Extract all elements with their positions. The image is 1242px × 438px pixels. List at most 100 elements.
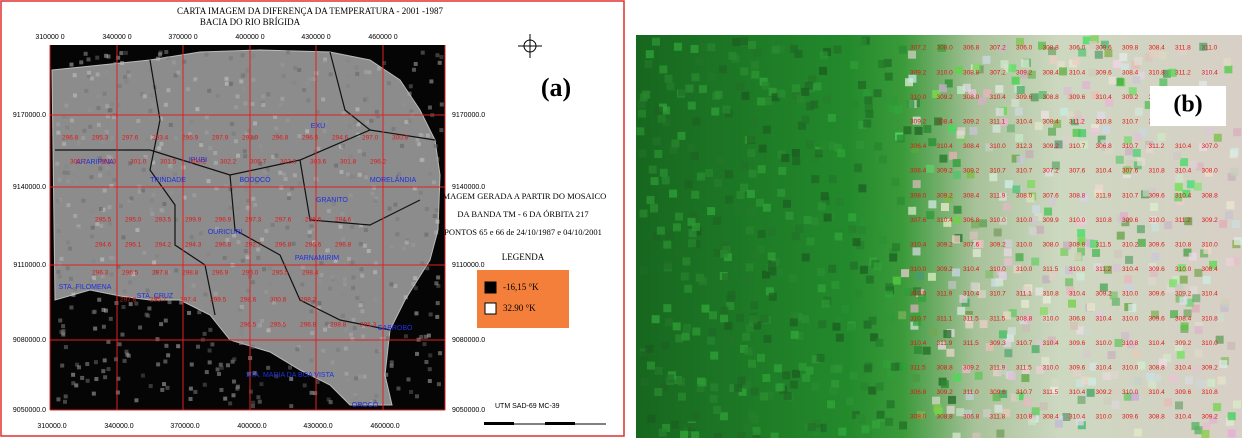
image-pixel — [651, 177, 659, 185]
image-pixel — [419, 158, 423, 162]
image-pixel — [887, 370, 895, 378]
image-pixel — [243, 332, 247, 336]
image-pixel — [358, 375, 362, 379]
image-pixel — [408, 92, 412, 96]
image-pixel — [949, 152, 957, 160]
image-pixel — [1148, 277, 1156, 285]
image-pixel — [348, 124, 352, 128]
image-pixel — [106, 121, 110, 125]
image-pixel — [334, 164, 338, 168]
image-pixel — [98, 173, 102, 177]
temperature-label: 310.4 — [1016, 119, 1033, 126]
temperature-label: 308.4 — [1175, 315, 1192, 322]
image-pixel — [86, 379, 90, 383]
image-pixel — [658, 115, 666, 123]
image-pixel — [204, 53, 208, 57]
temperature-label: 309.6 — [1149, 192, 1166, 199]
image-pixel — [728, 336, 736, 344]
image-pixel — [96, 106, 100, 110]
image-pixel — [819, 67, 827, 75]
image-pixel — [118, 342, 122, 346]
image-pixel — [295, 347, 299, 351]
temperature-label: 296.5 — [240, 322, 257, 329]
image-pixel — [1132, 76, 1140, 84]
image-pixel — [952, 268, 960, 276]
image-pixel — [110, 102, 114, 106]
image-pixel — [286, 50, 290, 54]
image-pixel — [317, 301, 321, 305]
temperature-label: 306.8 — [910, 389, 927, 396]
temperature-label: 306.0 — [1016, 45, 1033, 52]
temperature-label: 308.4 — [963, 143, 980, 150]
image-pixel — [1049, 272, 1057, 280]
image-pixel — [71, 165, 75, 169]
image-pixel — [1230, 168, 1238, 176]
image-pixel — [790, 318, 798, 326]
place-name: TRINDADE — [150, 177, 186, 184]
image-pixel — [801, 88, 809, 96]
image-pixel — [434, 144, 438, 148]
image-pixel — [346, 84, 350, 88]
image-pixel — [664, 261, 672, 269]
image-pixel — [1032, 407, 1040, 415]
image-pixel — [1175, 183, 1183, 191]
image-pixel — [838, 428, 846, 436]
image-pixel — [1137, 225, 1145, 233]
temperature-label: 308.0 — [1202, 168, 1219, 175]
image-pixel — [760, 392, 768, 400]
image-pixel — [732, 38, 740, 46]
image-pixel — [298, 182, 302, 186]
image-pixel — [81, 136, 85, 140]
temperature-label: 310.7 — [1122, 192, 1139, 199]
image-pixel — [660, 169, 668, 177]
temperature-label: 309.2 — [1202, 414, 1219, 421]
image-pixel — [143, 94, 147, 98]
image-pixel — [350, 261, 354, 265]
temperature-label: 307.6 — [963, 242, 980, 249]
image-pixel — [64, 345, 68, 349]
temperature-label: 309.2 — [910, 119, 927, 126]
image-pixel — [1072, 57, 1080, 65]
image-pixel — [680, 431, 688, 438]
image-pixel — [753, 427, 761, 435]
image-pixel — [287, 196, 291, 200]
temperature-label: 307.6 — [1043, 192, 1060, 199]
image-pixel — [127, 73, 131, 77]
temperature-label: 300.2 — [190, 159, 207, 166]
image-pixel — [415, 352, 419, 356]
image-pixel — [948, 281, 956, 289]
image-pixel — [244, 101, 248, 105]
image-pixel — [749, 316, 757, 324]
temperature-label: 309.6 — [1175, 389, 1192, 396]
image-pixel — [259, 382, 263, 386]
image-pixel — [957, 307, 965, 315]
image-pixel — [258, 400, 262, 404]
image-pixel — [757, 97, 765, 105]
image-pixel — [817, 354, 825, 362]
image-pixel — [677, 132, 685, 140]
image-pixel — [1225, 211, 1233, 219]
temperature-label: 309.2 — [937, 192, 954, 199]
image-pixel — [142, 251, 146, 255]
image-pixel — [1082, 81, 1090, 89]
temperature-label: 309.2 — [937, 168, 954, 175]
image-pixel — [148, 109, 152, 113]
image-pixel — [831, 281, 839, 289]
temperature-label: 310.0 — [990, 143, 1007, 150]
image-pixel — [687, 144, 695, 152]
temperature-label: 311.5 — [910, 365, 926, 372]
image-pixel — [423, 342, 427, 346]
temperature-label: 296.3 — [92, 270, 109, 277]
image-pixel — [360, 309, 364, 313]
image-pixel — [66, 179, 70, 183]
image-pixel — [251, 404, 255, 408]
place-name: CABROBÓ — [377, 323, 413, 332]
image-pixel — [354, 395, 358, 399]
image-pixel — [244, 249, 248, 253]
image-pixel — [440, 102, 444, 106]
image-pixel — [822, 300, 830, 308]
temperature-label: 295.0 — [125, 217, 142, 224]
image-pixel — [351, 318, 355, 322]
image-pixel — [388, 207, 392, 211]
image-pixel — [90, 76, 94, 80]
